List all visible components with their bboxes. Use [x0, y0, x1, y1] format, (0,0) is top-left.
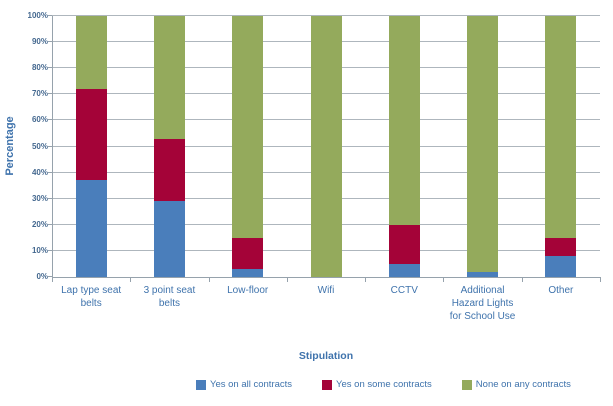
bar-segment-none-on-any-contracts [388, 16, 420, 225]
y-tick-mark [48, 41, 52, 43]
y-tick-label: 90% [31, 37, 48, 47]
bar-segment-yes-on-some-contracts [388, 224, 420, 264]
x-tick-mark [600, 278, 601, 282]
category-label: Low-floor [227, 285, 269, 296]
y-tick-label: 40% [31, 167, 48, 177]
y-tick-label: 30% [31, 193, 48, 203]
bar [467, 16, 499, 277]
x-tick-mark [130, 278, 132, 282]
category-label: Wifi [317, 285, 335, 296]
bar-segment-yes-on-all-contracts [153, 201, 185, 277]
y-tick-mark [48, 276, 52, 277]
x-tick-mark [521, 278, 523, 282]
y-tick-label: 0% [36, 272, 48, 281]
category-label: Other [548, 285, 574, 296]
bar-segment-none-on-any-contracts [467, 16, 499, 272]
y-tick-label: 70% [31, 89, 48, 99]
bar-segment-none-on-any-contracts [545, 16, 577, 238]
bar [310, 16, 342, 277]
legend: Yes on all contracts Yes on some contract… [196, 379, 571, 390]
legend-label: None on any contracts [475, 379, 571, 390]
legend-swatch [322, 379, 333, 390]
legend-item: Yes on some contracts [322, 379, 432, 390]
x-tick-mark [286, 278, 288, 282]
y-tick-mark [48, 15, 52, 16]
bar [388, 16, 420, 277]
y-tick-mark [48, 93, 52, 95]
category-label: CCTV [390, 285, 418, 296]
x-tick-mark [52, 278, 53, 282]
y-tick-label: 20% [31, 219, 48, 229]
y-tick-label: 100% [27, 11, 48, 20]
legend-label: Yes on some contracts [336, 379, 432, 390]
y-tick-mark [48, 119, 52, 121]
bar-segment-none-on-any-contracts [75, 16, 107, 90]
bar-segment-yes-on-some-contracts [75, 89, 107, 181]
y-tick-label: 60% [31, 115, 48, 125]
x-tick-mark [443, 278, 445, 282]
bar [153, 16, 185, 277]
x-tick-mark [365, 278, 367, 282]
legend-swatch [196, 379, 206, 390]
bar-segment-yes-on-all-contracts [545, 256, 577, 277]
bar-segment-yes-on-some-contracts [232, 237, 264, 270]
y-tick-label: 80% [31, 63, 48, 73]
y-axis-title: Percentage [4, 116, 16, 176]
y-tick-mark [48, 223, 52, 225]
category-label: 3 point seat belts [143, 285, 196, 309]
x-axis-title: Stipulation [298, 350, 354, 362]
legend-swatch [461, 379, 472, 390]
bar-segment-yes-on-all-contracts [467, 271, 499, 277]
y-axis-line [52, 16, 53, 277]
bar-segment-yes-on-all-contracts [388, 263, 420, 277]
y-tick-mark [48, 67, 52, 69]
y-tick-mark [48, 145, 52, 147]
gridline [52, 15, 600, 16]
y-tick-mark [48, 197, 52, 199]
legend-label: Yes on all contracts [210, 379, 293, 390]
y-tick-label: 10% [31, 245, 48, 255]
y-tick-mark [48, 171, 52, 173]
bar [545, 16, 577, 277]
bar-segment-yes-on-some-contracts [545, 237, 577, 257]
x-tick-mark [208, 278, 210, 282]
bar-segment-none-on-any-contracts [153, 16, 185, 139]
y-tick-label: 50% [31, 141, 48, 151]
bar-segment-yes-on-all-contracts [232, 269, 264, 277]
bar-segment-yes-on-some-contracts [153, 138, 185, 202]
bar [232, 16, 264, 277]
bar [75, 16, 107, 277]
category-label: Additional Hazard Lights for School Use [449, 285, 516, 322]
y-tick-mark [48, 249, 52, 251]
x-axis-line [52, 277, 601, 278]
bar-segment-none-on-any-contracts [232, 16, 264, 238]
category-label: Lap type seat belts [61, 285, 122, 309]
bar-segment-none-on-any-contracts [310, 16, 342, 277]
legend-item: None on any contracts [461, 379, 571, 390]
bar-segment-yes-on-all-contracts [75, 180, 107, 277]
legend-item: Yes on all contracts [196, 379, 292, 390]
